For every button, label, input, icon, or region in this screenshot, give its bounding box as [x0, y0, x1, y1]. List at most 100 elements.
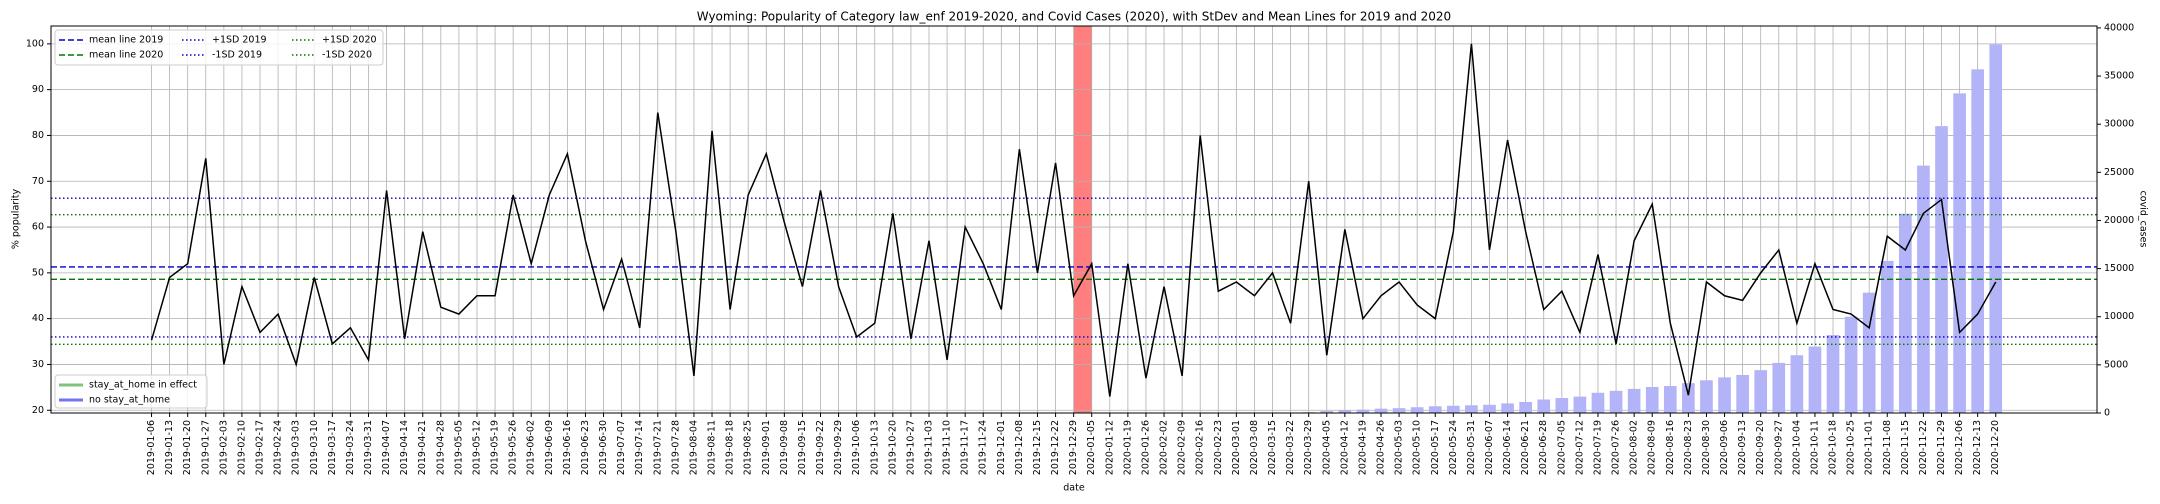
bar: [1501, 403, 1514, 413]
x-tick-label: 2019-09-15: [797, 420, 808, 475]
x-tick-label: 2019-07-21: [652, 420, 663, 475]
x-tick-label: 2020-08-30: [1701, 420, 1712, 475]
y2-tick-label: 5000: [2104, 359, 2128, 370]
legend-box: [54, 29, 384, 66]
bar: [1971, 69, 1984, 413]
x-tick-label: 2019-10-20: [887, 420, 898, 475]
bar: [1591, 392, 1605, 413]
bar: [1917, 165, 1930, 413]
bar: [1447, 405, 1460, 413]
x-tick-label: 2020-10-18: [1828, 420, 1839, 475]
x-tick-label: 2020-08-23: [1683, 420, 1694, 475]
x-tick-label: 2019-06-09: [544, 420, 555, 475]
x-tick-label: 2020-09-13: [1737, 420, 1748, 475]
x-tick-label: 2019-05-05: [453, 420, 464, 475]
x-tick-label: 2020-03-29: [1303, 420, 1314, 475]
x-tick-label: 2020-03-01: [1231, 420, 1242, 475]
x-tick-label: 2019-03-03: [291, 420, 302, 475]
bar: [1700, 380, 1713, 413]
plot-frame: [50, 25, 2098, 414]
x-tick-label: 2019-06-02: [526, 420, 537, 475]
x-tick-label: 2020-06-14: [1502, 420, 1513, 475]
bar: [1410, 407, 1424, 413]
x-tick-label: 2020-07-26: [1611, 420, 1622, 475]
x-tick-label: 2020-05-10: [1412, 420, 1423, 475]
y2-tick-label: 15000: [2104, 263, 2134, 274]
bar: [1718, 377, 1731, 413]
x-tick-label: 2020-09-27: [1773, 420, 1784, 475]
x-tick-label: 2019-10-27: [905, 420, 916, 475]
x-tick-label: 2019-02-10: [236, 420, 247, 475]
x-tick-label: 2019-02-03: [218, 420, 229, 475]
legend-label: mean line 2020: [89, 50, 163, 61]
x-tick-label: 2019-12-29: [1068, 420, 1079, 475]
y-tick-label: 20: [32, 405, 44, 416]
bar: [1935, 126, 1948, 414]
x-tick-label: 2019-08-18: [725, 420, 736, 475]
x-tick-label: 2019-01-06: [146, 420, 157, 475]
x-tick-label: 2019-11-03: [923, 420, 934, 475]
x-tick-label: 2019-04-07: [381, 420, 392, 475]
x-tick-label: 2020-11-22: [1918, 420, 1929, 475]
y2-tick-label: 25000: [2104, 167, 2134, 178]
bar: [1772, 362, 1786, 413]
x-tick-label: 2019-05-26: [508, 420, 519, 475]
bar: [1989, 44, 2003, 413]
bar: [1754, 370, 1768, 413]
x-tick-label: 2020-10-11: [1809, 420, 1820, 475]
bar: [1645, 387, 1659, 413]
x-tick-label: 2020-06-28: [1538, 420, 1549, 475]
y2-tick-label: 30000: [2104, 119, 2134, 130]
y-axis-label: % popularity: [11, 188, 22, 249]
y-tick-label: 100: [26, 38, 44, 49]
bar: [1808, 346, 1822, 413]
x-tick-label: 2019-11-17: [960, 420, 971, 475]
y-tick-label: 80: [32, 130, 44, 141]
x-tick-label: 2019-09-22: [815, 420, 826, 475]
x-tick-label: 2019-05-12: [471, 420, 482, 475]
x-tick-label: 2020-07-05: [1556, 420, 1567, 475]
x-tick-label: 2020-12-06: [1954, 420, 1965, 475]
bar: [1573, 396, 1587, 413]
bar: [1682, 383, 1695, 413]
x-tick-label: 2019-03-17: [327, 420, 338, 475]
x-tick-label: 2020-12-20: [1990, 420, 2001, 475]
x-tick-label: 2019-01-27: [200, 420, 211, 475]
x-tick-label: 2019-09-08: [779, 420, 790, 475]
y-tick-label: 30: [32, 359, 44, 370]
x-tick-label: 2019-08-04: [688, 420, 699, 475]
y2-tick-label: 35000: [2104, 71, 2134, 82]
legend-label: mean line 2019: [89, 35, 163, 46]
x-axis-label: date: [1063, 483, 1085, 494]
x-tick-label: 2020-11-01: [1864, 420, 1875, 475]
x-tick-label: 2019-10-13: [869, 420, 880, 475]
x-tick-label: 2020-04-05: [1321, 420, 1332, 475]
bar: [1537, 399, 1551, 413]
bar: [1465, 405, 1478, 413]
bar: [1320, 411, 1334, 413]
bar: [1790, 355, 1804, 413]
x-tick-label: 2020-02-02: [1159, 420, 1170, 475]
bar: [1555, 398, 1569, 413]
x-tick-label: 2020-08-09: [1647, 420, 1658, 475]
x-tick-label: 2019-03-24: [345, 420, 356, 475]
x-tick-label: 2020-08-02: [1629, 420, 1640, 475]
x-tick-label: 2019-11-24: [978, 420, 989, 475]
x-tick-label: 2019-09-29: [833, 420, 844, 475]
x-tick-label: 2019-09-01: [761, 420, 772, 475]
x-tick-label: 2019-07-14: [634, 420, 645, 475]
x-tick-label: 2020-02-16: [1195, 420, 1206, 475]
x-tick-label: 2019-06-23: [580, 420, 591, 475]
x-tick-label: 2020-07-12: [1574, 420, 1585, 475]
x-tick-label: 2019-01-20: [182, 420, 193, 475]
x-tick-label: 2020-01-19: [1122, 420, 1133, 475]
x-tick-label: 2020-03-15: [1267, 420, 1278, 475]
bar: [1519, 401, 1532, 413]
x-tick-label: 2020-09-06: [1719, 420, 1730, 475]
bar: [1356, 409, 1370, 413]
bar: [1663, 386, 1677, 413]
bar: [1609, 390, 1623, 413]
legend-label: stay_at_home in effect: [89, 380, 197, 391]
x-tick-label: 2020-05-03: [1394, 420, 1405, 475]
